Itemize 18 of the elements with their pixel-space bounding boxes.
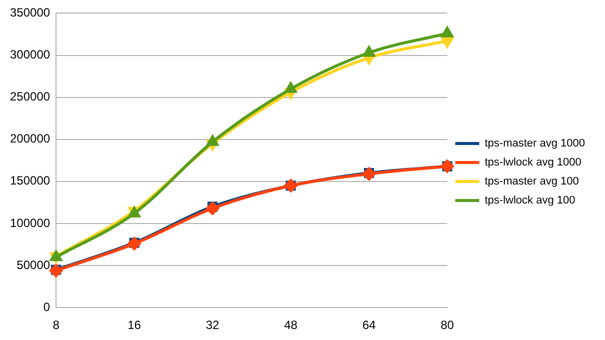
y-tick-label: 100000 [10,216,50,230]
y-tick-label: 150000 [10,174,50,188]
legend-label: tps-lwlock avg 1000 [484,156,582,169]
x-tick-label: 8 [52,318,60,332]
legend-label: tps-master avg 100 [484,176,579,188]
x-tick-label: 32 [206,318,220,332]
y-tick-label: 300000 [10,48,50,62]
x-tick-label: 64 [362,318,376,332]
y-tick-label: 200000 [10,132,50,146]
y-tick-label: 0 [43,300,50,314]
x-tick-label: 48 [284,318,298,332]
legend-label: tps-master avg 1000 [484,138,586,150]
y-tick-label: 350000 [10,6,50,20]
legend-label: tps-lwlock avg 100 [484,194,576,207]
x-tick-label: 16 [128,318,142,332]
y-tick-label: 250000 [10,90,50,104]
y-tick-label: 50000 [16,258,50,272]
x-tick-label: 80 [440,318,454,332]
